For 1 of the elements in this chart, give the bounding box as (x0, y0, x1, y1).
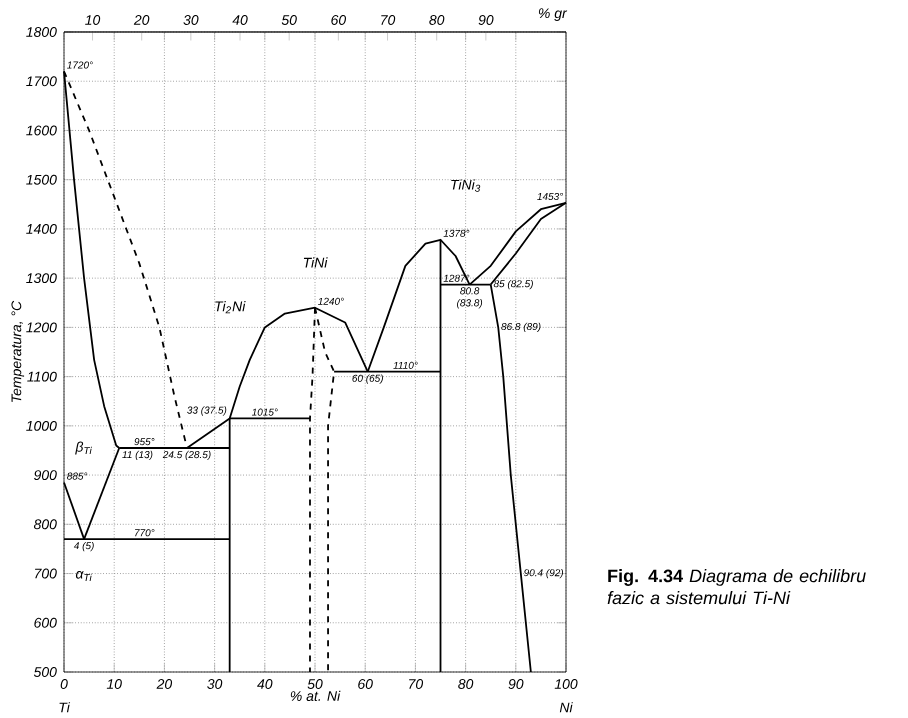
text: Fig. 4.34 Diagrama de echilibru fazic a sistemului Ti-Ni (607, 569, 866, 605)
